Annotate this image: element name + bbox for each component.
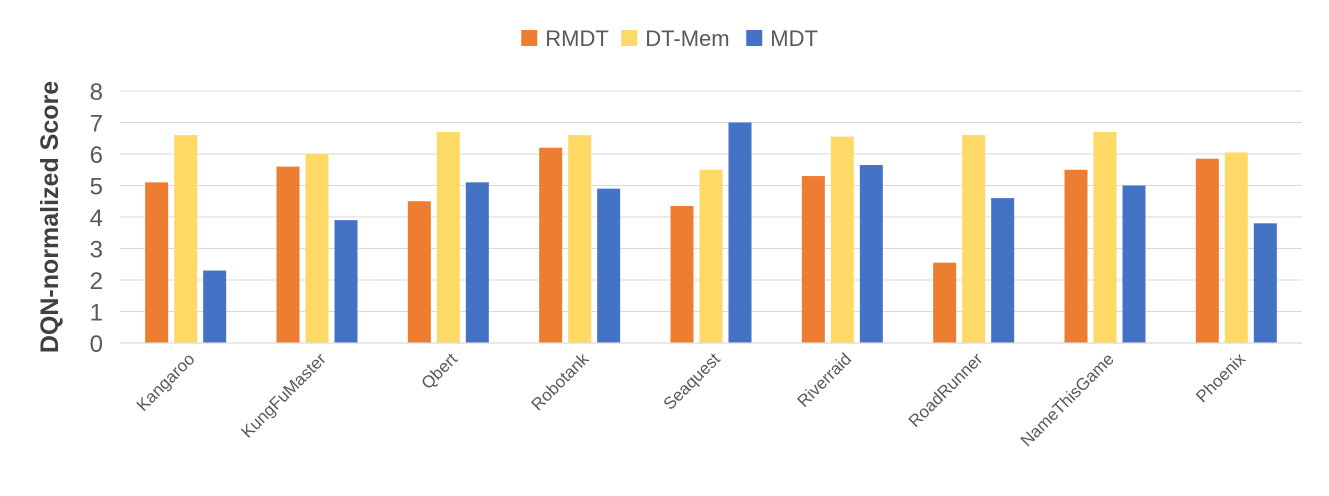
bar-mdt-namethisgame: [1122, 185, 1146, 343]
bar-dt-mem-phoenix: [1224, 152, 1248, 343]
bar-dt-mem-riverraid: [830, 136, 854, 343]
bar-dt-mem-seaquest: [699, 169, 723, 343]
bar-dt-mem-kangaroo: [174, 135, 198, 343]
bar-rmdt-riverraid: [801, 176, 825, 343]
x-tick-label: Seaquest: [660, 349, 724, 413]
y-axis-label: DQN-normalized Score: [36, 81, 64, 353]
bar-mdt-kungfumaster: [334, 220, 358, 343]
legend-label: MDT: [770, 26, 818, 51]
x-tick-label: KungFuMaster: [238, 349, 331, 442]
bar-rmdt-qbert: [407, 201, 431, 343]
y-tick-label: 1: [90, 300, 103, 327]
bar-mdt-roadrunner: [991, 198, 1015, 343]
y-tick-label: 7: [90, 111, 103, 138]
bar-rmdt-robotank: [539, 147, 563, 343]
y-tick-label: 2: [90, 268, 103, 295]
x-axis-ticks: Kangaroo KungFuMaster Qbert Robotank Seaques…: [133, 349, 1250, 450]
x-tick-label: Kangaroo: [133, 349, 199, 415]
x-tick-label: Riverraid: [794, 349, 856, 411]
y-tick-label: 8: [90, 79, 103, 106]
bar-dt-mem-kungfumaster: [305, 154, 329, 343]
bar-mdt-robotank: [597, 188, 621, 343]
legend-label: DT-Mem: [645, 26, 729, 51]
bar-mdt-qbert: [465, 182, 489, 343]
bar-rmdt-seaquest: [670, 205, 694, 343]
x-tick-label: Robotank: [528, 349, 593, 414]
bar-rmdt-namethisgame: [1064, 169, 1088, 343]
legend: RMDT DT-Mem MDT: [521, 26, 818, 51]
x-tick-label: NameThisGame: [1017, 349, 1118, 450]
y-tick-label: 6: [90, 142, 103, 169]
y-tick-label: 5: [90, 174, 103, 201]
legend-label: RMDT: [545, 26, 609, 51]
x-tick-label: Qbert: [418, 349, 462, 393]
bar-mdt-phoenix: [1253, 223, 1277, 343]
y-tick-label: 0: [90, 331, 103, 358]
bar-dt-mem-roadrunner: [962, 135, 986, 343]
x-tick-label: RoadRunner: [905, 349, 987, 431]
bar-rmdt-roadrunner: [933, 262, 957, 343]
legend-swatch-rmdt: [521, 30, 538, 46]
legend-swatch-dt-mem: [621, 30, 638, 46]
bar-mdt-seaquest: [728, 122, 752, 343]
y-axis-ticks: 0 1 2 3 4 5 6 7 8: [90, 79, 103, 358]
bar-rmdt-kangaroo: [145, 182, 169, 343]
legend-swatch-mdt: [746, 30, 763, 46]
bar-mdt-riverraid: [859, 165, 883, 343]
y-tick-label: 3: [90, 237, 103, 264]
bar-dt-mem-namethisgame: [1093, 131, 1117, 343]
bar-rmdt-kungfumaster: [276, 166, 300, 343]
bar-rmdt-phoenix: [1195, 158, 1219, 343]
y-tick-label: 4: [90, 205, 103, 232]
bars: [145, 122, 1277, 343]
bar-dt-mem-qbert: [436, 131, 460, 343]
bar-mdt-kangaroo: [203, 270, 227, 343]
bar-dt-mem-robotank: [568, 135, 592, 343]
x-tick-label: Phoenix: [1192, 349, 1249, 406]
